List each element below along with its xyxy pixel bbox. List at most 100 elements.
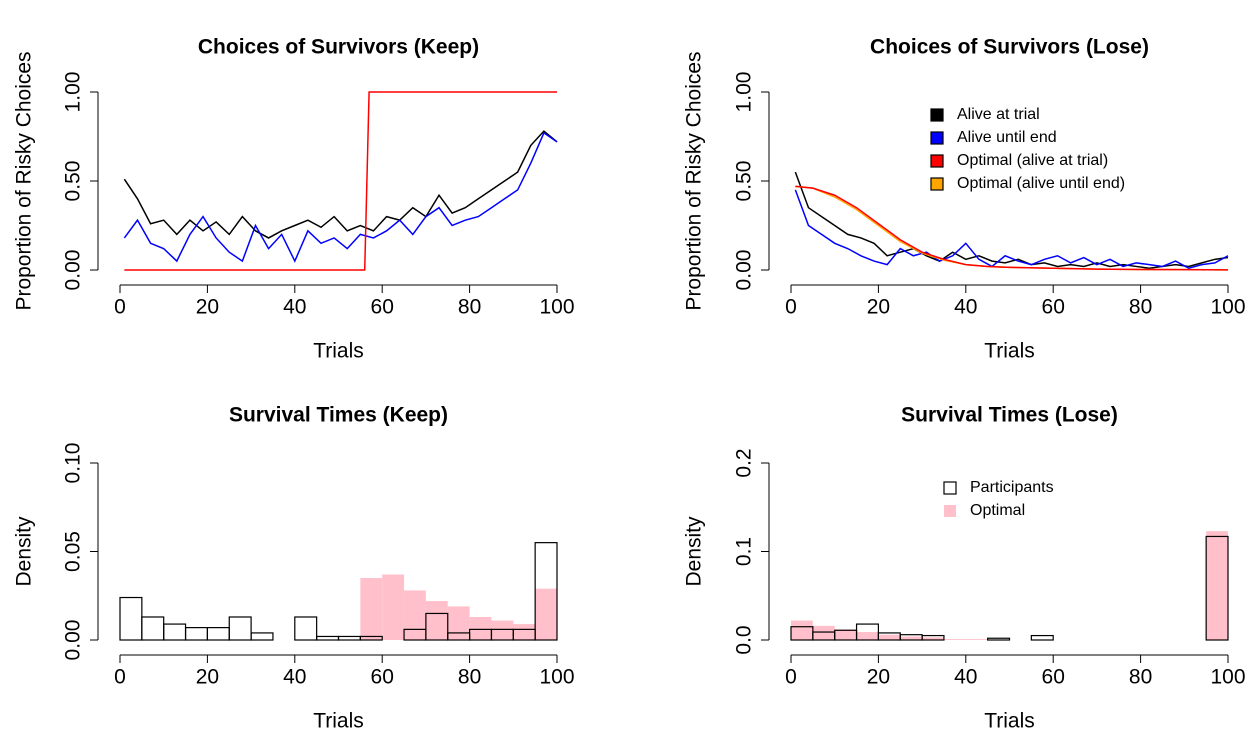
y-tick-label: 0.00 — [733, 250, 756, 291]
legend-label: Optimal (alive at trial) — [957, 152, 1108, 169]
bar — [316, 635, 340, 641]
legend-label: Alive at trial — [957, 106, 1040, 123]
chart-title: Choices of Survivors (Lose) — [870, 36, 1149, 59]
series-line — [794, 171, 1229, 269]
bar — [513, 624, 536, 640]
bar — [404, 590, 426, 640]
legend-label: Alive until end — [957, 129, 1057, 146]
x-tick-label: 80 — [1129, 296, 1152, 319]
bar — [382, 574, 405, 640]
x-tick-label: 20 — [867, 666, 890, 689]
x-tick-label: 80 — [458, 666, 481, 689]
x-tick-label: 0 — [785, 666, 797, 689]
x-tick-label: 40 — [283, 666, 306, 689]
series-line — [124, 91, 557, 271]
bar — [184, 627, 209, 641]
x-axis-label: Trials — [313, 340, 364, 363]
series-line — [123, 131, 558, 263]
legend-swatch — [944, 505, 956, 517]
series-line — [123, 130, 558, 239]
y-axis-label: Proportion of Risky Choices — [683, 51, 706, 310]
chart-title: Survival Times (Lose) — [901, 404, 1118, 427]
bar — [921, 634, 945, 641]
x-tick-label: 100 — [539, 296, 574, 319]
x-tick-label: 80 — [1129, 666, 1152, 689]
x-tick-label: 20 — [867, 296, 890, 319]
bar — [337, 635, 361, 641]
x-tick-label: 60 — [1042, 666, 1065, 689]
bar — [834, 629, 857, 640]
bar — [791, 620, 813, 640]
legend-swatch — [930, 154, 944, 168]
series-line — [795, 185, 1229, 271]
bar — [491, 620, 514, 640]
bar — [922, 637, 944, 640]
x-tick-label: 100 — [1210, 296, 1245, 319]
chart-title: Survival Times (Keep) — [229, 404, 448, 427]
y-tick-label: 0.2 — [733, 448, 756, 477]
bar — [206, 627, 230, 641]
bar — [987, 637, 1011, 641]
x-tick-label: 100 — [1210, 666, 1245, 689]
bar — [425, 601, 448, 640]
chart-title: Choices of Survivors (Keep) — [198, 36, 479, 59]
x-axis-label: Trials — [313, 710, 364, 733]
bar — [965, 639, 988, 640]
bar — [469, 616, 492, 640]
bar — [228, 616, 252, 641]
bar — [1205, 535, 1229, 641]
x-tick-label: 0 — [114, 296, 126, 319]
y-tick-label: 1.00 — [62, 72, 85, 113]
bar — [447, 606, 470, 640]
bar — [1206, 531, 1228, 640]
bar — [119, 596, 143, 641]
x-tick-label: 20 — [196, 296, 219, 319]
bar — [250, 632, 274, 641]
legend-label: Optimal (alive until end) — [957, 175, 1125, 192]
legend-swatch — [930, 131, 944, 145]
x-axis-label: Trials — [984, 340, 1035, 363]
x-tick-label: 60 — [1042, 296, 1065, 319]
legend-label: Participants — [970, 479, 1054, 496]
bar — [900, 636, 923, 640]
x-tick-label: 40 — [283, 296, 306, 319]
y-tick-label: 0.00 — [62, 620, 85, 661]
bar — [360, 578, 383, 640]
bar — [878, 634, 901, 640]
x-tick-label: 60 — [371, 296, 394, 319]
legend-swatch — [930, 177, 944, 191]
y-tick-label: 0.0 — [733, 625, 756, 654]
legend-swatch — [930, 108, 944, 122]
y-tick-label: 0.05 — [62, 531, 85, 572]
y-axis-label: Proportion of Risky Choices — [13, 51, 36, 310]
legend-label: Optimal — [970, 502, 1025, 519]
bar — [425, 612, 449, 641]
y-tick-label: 0.1 — [733, 537, 756, 566]
bar — [534, 542, 558, 641]
series-line — [795, 185, 1229, 271]
x-tick-label: 20 — [196, 666, 219, 689]
x-axis-label: Trials — [984, 710, 1035, 733]
y-tick-label: 0.00 — [62, 250, 85, 291]
bar — [359, 635, 383, 641]
x-tick-label: 0 — [785, 296, 797, 319]
x-tick-label: 80 — [458, 296, 481, 319]
bar — [1030, 634, 1054, 641]
x-tick-label: 0 — [114, 666, 126, 689]
bar — [294, 616, 318, 641]
x-tick-label: 40 — [954, 296, 977, 319]
bar — [812, 625, 835, 640]
y-tick-label: 0.10 — [62, 443, 85, 484]
bar — [855, 623, 879, 641]
y-axis-label: Density — [13, 516, 36, 587]
bar — [163, 623, 187, 641]
series-line — [794, 189, 1229, 270]
y-tick-label: 1.00 — [733, 72, 756, 113]
y-tick-label: 0.50 — [733, 161, 756, 202]
y-tick-label: 0.50 — [62, 161, 85, 202]
legend-swatch — [943, 481, 957, 495]
x-tick-label: 60 — [371, 666, 394, 689]
x-tick-label: 100 — [539, 666, 574, 689]
